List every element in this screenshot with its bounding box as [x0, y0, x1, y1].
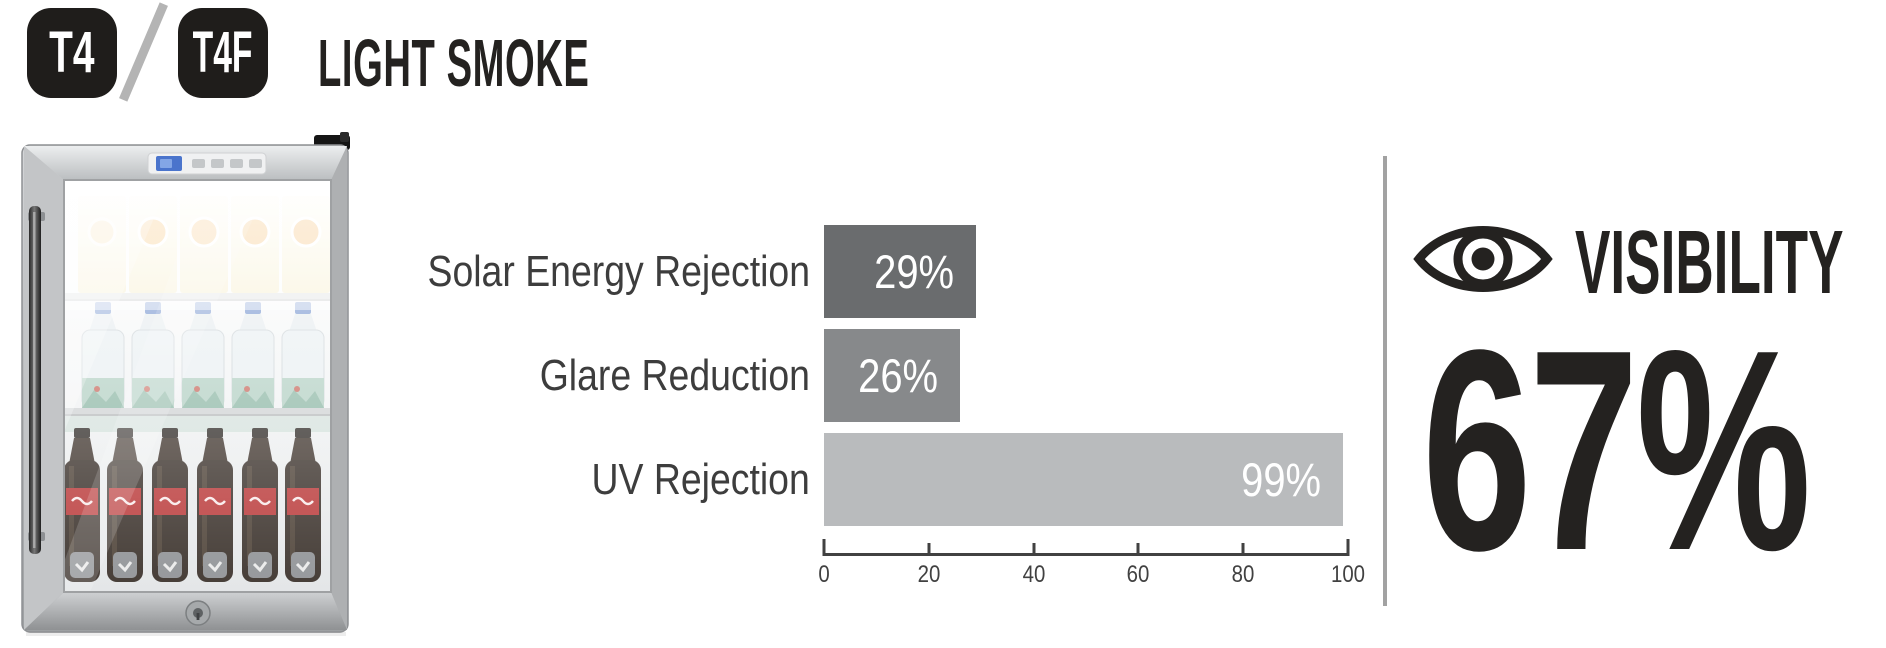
bar-category-label: Glare Reduction [539, 350, 810, 400]
bar-rows: Solar Energy Rejection 29% Glare Reduction… [427, 225, 1348, 526]
axis-tick [927, 543, 931, 556]
axis-tick-label: 60 [1127, 561, 1150, 588]
bar-value-label: 26% [858, 349, 939, 402]
door-handle [28, 206, 45, 554]
bar-row: Solar Energy Rejection 29% [427, 225, 1348, 318]
axis-tick-label: 20 [917, 561, 941, 588]
bar-row: Glare Reduction 26% [430, 329, 1348, 422]
bar-category-label: UV Rejection [591, 454, 810, 504]
bar: 29% [824, 225, 976, 318]
axis-tick [822, 539, 826, 556]
badge-t4-label: T4 [49, 20, 95, 85]
performance-bar-chart: Solar Energy Rejection 29% Glare Reduction… [427, 225, 1365, 593]
product-badge-t4f: T4F [178, 8, 268, 98]
section-divider [1383, 156, 1387, 606]
axis-tick [1241, 543, 1245, 556]
visibility-value: 67% [1422, 290, 1811, 610]
badge-t4f-label: T4F [193, 20, 253, 85]
bar: 99% [824, 433, 1343, 526]
x-axis: 0 20 40 60 80 100 [818, 539, 1365, 593]
visibility-label: VISIBILITY [1575, 213, 1844, 313]
axis-tick [1032, 543, 1036, 556]
bar: 26% [824, 329, 961, 422]
separator-slash [119, 2, 168, 102]
bar-row: UV Rejection 99% [430, 433, 1348, 526]
axis-tick-label: 80 [1231, 561, 1255, 588]
product-badge-t4: T4 [27, 8, 117, 98]
axis-tick-label: 40 [1022, 561, 1045, 588]
glass-door-interior [63, 179, 332, 593]
bar-value-label: 29% [873, 245, 954, 298]
axis-tick-label: 100 [1330, 561, 1366, 588]
bar-category-label: Solar Energy Rejection [427, 246, 810, 296]
axis-tick [1136, 543, 1140, 556]
page-title: LIGHT SMOKE [318, 26, 590, 101]
visibility-header: VISIBILITY [1413, 210, 1886, 308]
door-lock-icon [185, 600, 211, 626]
axis-tick-label: 0 [818, 561, 830, 588]
eye-icon [1413, 226, 1553, 292]
axis-tick [1346, 539, 1350, 556]
control-panel [147, 152, 267, 175]
cooler-product-photo [21, 132, 350, 636]
bar-value-label: 99% [1240, 453, 1321, 506]
